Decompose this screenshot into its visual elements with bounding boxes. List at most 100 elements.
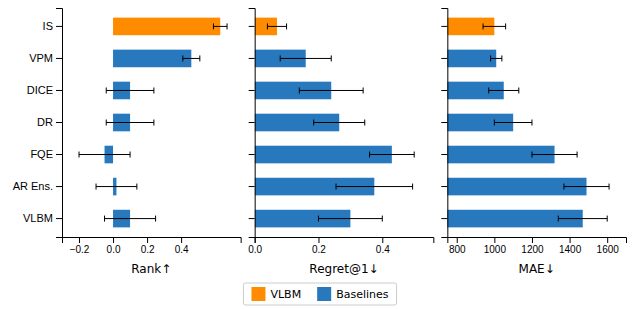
error-cap [153,87,154,93]
tick-label: FQE [30,148,53,160]
y-axis: ISVPMDICEDRFQEAR Ens.VLBM [13,9,63,238]
error-line [213,26,227,27]
error-line [280,58,331,59]
x-tick: 0.0 [107,237,121,255]
tick-label: 0.4 [175,244,189,255]
error-cap [577,152,578,158]
error-cap [369,152,370,158]
tick-mark [441,186,447,187]
tick-mark [318,237,319,243]
tick-mark [249,90,255,91]
x-axis: −0.2 0.0 0.2 0.4 [63,237,242,255]
x-tick: 0.2 [141,237,155,255]
error-bar [267,23,286,29]
legend-label: VLBM [270,288,301,301]
marks [255,18,415,228]
tick-label: 1200 [521,244,544,255]
y-tick [441,186,447,187]
tick-mark [56,154,62,155]
error-cap [518,87,519,93]
error-cap [558,216,559,222]
error-bar [370,152,415,158]
error-cap [79,152,80,158]
bar [113,18,220,36]
x-tick: 1600 [597,237,620,255]
error-line [370,154,415,155]
y-axis [441,9,448,238]
error-bar [564,184,609,190]
error-cap [501,55,502,61]
error-cap [490,55,491,61]
error-line [79,154,130,155]
tick-label: VLBM [23,212,53,224]
y-tick [441,122,447,123]
tick-label: 1400 [559,244,582,255]
tick-label: DICE [27,84,53,96]
legend-frame [243,283,396,305]
error-cap [213,23,214,29]
error-cap [155,216,156,222]
error-cap [483,23,484,29]
error-line [489,90,519,91]
error-line [106,90,154,91]
tick-mark [56,90,62,91]
error-cap [531,152,532,158]
error-line [96,186,137,187]
y-tick [441,58,447,59]
error-line [494,122,532,123]
error-line [483,26,506,27]
x-axis: 0.0 0.2 0.4 [248,237,434,255]
tick-mark [441,122,447,123]
error-cap [96,184,97,190]
error-line [267,26,286,27]
panel: 8001000120014001600MAE↓ [306,9,626,277]
axis-line [255,238,434,244]
error-cap [609,184,610,190]
tick-mark [249,154,255,155]
y-tick: VPM [29,52,62,64]
tick-mark [249,218,255,219]
x-axis-title: Rank↑ [131,262,171,276]
tick-label: 0.0 [248,244,262,255]
marks [79,18,227,228]
y-tick [441,154,447,155]
legend-item: Baselines [317,287,389,301]
error-cap [106,120,107,126]
error-line [105,218,156,219]
tick-mark [607,237,608,243]
tick-label: 0.4 [376,244,390,255]
error-cap [494,120,495,126]
x-tick: 0.4 [376,237,390,255]
error-cap [280,55,281,61]
y-tick [249,154,255,155]
error-bar [280,55,331,61]
error-cap [153,120,154,126]
x-axis: 8001000120014001600 [448,237,627,255]
tick-label: 0.2 [312,244,326,255]
axis-line [448,238,627,244]
x-axis-title: MAE↓ [519,262,555,276]
error-line [106,122,154,123]
x-tick: 1200 [521,237,544,255]
tick-mark [56,122,62,123]
error-bar [213,23,227,29]
legend-swatch [251,287,265,301]
axis-line [441,9,448,238]
tick-label: −0.2 [70,244,90,255]
tick-mark [56,218,62,219]
x-tick: 0.0 [248,237,262,255]
marks [447,18,609,228]
error-line [299,90,363,91]
tick-label: 0.2 [141,244,155,255]
tick-mark [56,186,62,187]
error-cap [318,216,319,222]
error-cap [331,55,332,61]
tick-label: AR Ens. [13,180,53,192]
x-tick: 1400 [559,237,582,255]
tick-label: 800 [449,244,466,255]
error-cap [106,87,107,93]
error-cap [363,87,364,93]
axis-line [63,238,242,244]
y-tick [249,122,255,123]
legend-item: VLBM [251,287,301,301]
